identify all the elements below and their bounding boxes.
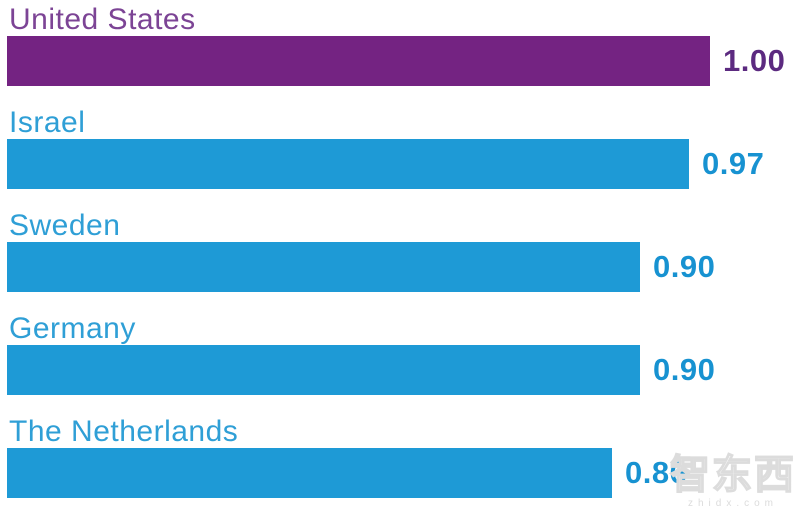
bar-track: 0.90 [7, 242, 800, 292]
bar-track: 0.90 [7, 345, 800, 395]
bar [7, 36, 710, 86]
bar-rows-container: United States 1.00 Israel 0.97 Sweden 0.90 Ger… [7, 3, 800, 498]
bar-category-label: Israel [9, 106, 86, 139]
bar-track: 0.86 [7, 448, 800, 498]
bar-row: Israel 0.97 [7, 106, 800, 189]
bar [7, 139, 689, 189]
bar [7, 448, 612, 498]
bar [7, 242, 640, 292]
bar-value-label: 0.90 [653, 352, 716, 387]
bar-row: The Netherlands 0.86 [7, 415, 800, 498]
bar-value-label: 0.97 [702, 146, 765, 181]
bar-category-label: Germany [9, 312, 136, 345]
bar-category-label: The Netherlands [9, 415, 239, 448]
bar-row: United States 1.00 [7, 3, 800, 86]
watermark-domain-text: zhidx.com [687, 498, 778, 509]
bar-track: 1.00 [7, 36, 800, 86]
bar-value-label: 0.86 [625, 455, 688, 490]
bar [7, 345, 640, 395]
bar-row: Sweden 0.90 [7, 209, 800, 292]
bar-row: Germany 0.90 [7, 312, 800, 395]
bar-value-label: 1.00 [723, 43, 786, 78]
bar-track: 0.97 [7, 139, 800, 189]
bar-value-label: 0.90 [653, 249, 716, 284]
bar-category-label: United States [9, 3, 196, 36]
bar-category-label: Sweden [9, 209, 121, 242]
